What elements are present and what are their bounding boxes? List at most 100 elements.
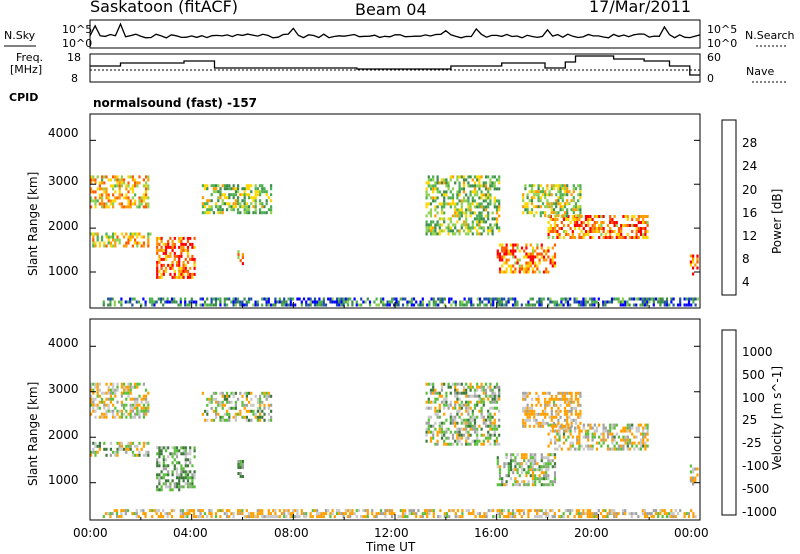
power-cell-9 [548,205,551,209]
vel-cell-7 [518,462,521,466]
power-cell-7 [529,264,532,268]
power-cell-5 [151,303,154,307]
vel-cell-8 [558,432,561,436]
vel-cell-8 [587,429,590,433]
power-cell-3 [234,187,237,191]
vel-cell-3 [259,415,262,419]
vel-cell-3 [245,397,248,401]
vel-cell-6 [460,418,463,422]
vel-cell-5 [338,512,341,516]
vel-cell-8 [554,447,557,451]
vel-cell-6 [473,430,477,434]
power-cell-8 [582,221,585,224]
power-cell-3 [217,190,220,194]
vel-cell-5 [520,515,523,519]
power-cell-5 [582,297,585,301]
power-cell-6 [478,211,481,215]
vel-cell-5 [558,515,561,519]
vel-cell-6 [491,391,494,395]
power-cell-0 [116,196,119,200]
vel-cell-5 [153,509,156,513]
vel-cell-2 [169,485,172,489]
power-cell-3 [226,202,229,206]
vel-cell-5 [311,509,314,513]
power-cell-5 [668,303,671,307]
power-cell-6 [443,190,446,194]
power-cell-1 [123,235,126,239]
vel-cell-2 [169,452,172,456]
power-cell-9 [526,193,529,197]
vel-cell-0 [136,403,139,407]
power-cell-2 [156,272,159,276]
power-cell-2 [180,242,183,246]
power-cell-6 [482,226,485,230]
power-cell-8 [644,221,647,224]
vel-cell-6 [447,427,450,431]
vel-cell-5 [390,512,394,516]
vel-cell-3 [215,406,218,410]
power-cell-3 [252,205,255,209]
power-cell-6 [462,181,466,185]
vel-cell-8 [558,435,561,439]
vel-cell-2 [189,449,192,453]
vel-cell-8 [622,435,625,439]
power-cell-7 [536,246,539,250]
vel-cell-8 [633,435,636,439]
vel-cell-5 [252,515,255,519]
vel-cell-8 [642,438,645,442]
power-cell-6 [449,196,452,200]
power-cell-1 [105,232,108,236]
vel-cell-8 [604,429,607,433]
vel-cell-6 [451,418,455,422]
power-cell-8 [556,218,559,221]
power-cell-0 [147,178,150,182]
vel-cell-8 [631,441,634,445]
vel-cell-5 [408,512,411,516]
power-cell-3 [237,184,240,188]
vel-cell-2 [193,470,196,474]
power-cell-7 [503,255,506,259]
power-cell-5 [302,297,306,301]
vel-cell-0 [142,409,145,413]
power-cell-9 [530,196,534,200]
vel-cell-8 [571,444,574,448]
vel-cell-6 [469,433,472,437]
power-cell-5 [179,297,182,301]
vel-cell-0 [94,385,97,389]
power-cell-6 [484,205,488,209]
vel-cell-0 [112,409,115,413]
vel-cell-5 [388,512,391,516]
vel-cell-0 [129,412,132,416]
power-cell-3 [270,205,273,209]
vel-cell-9 [533,412,536,416]
vel-cell-7 [518,465,521,469]
power-cell-7 [527,255,530,259]
power-cell-8 [562,230,566,233]
vel-cell-2 [158,452,161,456]
power-cell-2 [167,263,170,267]
vel-cell-1 [129,447,132,451]
vel-cell-7 [551,459,554,463]
vel-cell-8 [573,429,577,433]
vel-cell-8 [642,432,645,436]
power-cell-8 [584,230,588,233]
vel-cell-6 [467,442,470,446]
vel-cell-7 [542,465,546,469]
power-cell-5 [415,300,418,304]
power-cell-2 [160,275,163,279]
vel-cell-6 [465,442,468,446]
vel-cell-6 [493,427,496,431]
power-cell-5 [395,297,398,301]
vel-cell-6 [465,436,468,440]
vel-cell-9 [568,391,571,395]
power-cell-6 [469,175,472,179]
vel-cell-8 [595,441,599,445]
vel-cbar-500: 500 [742,368,765,382]
vel-cell-6 [487,397,490,401]
vel-cell-7 [536,462,539,466]
power-cell-5 [514,303,517,307]
power-cell-0 [116,178,119,182]
power-cell-6 [432,187,435,191]
power-cell-3 [217,211,220,215]
power-cell-2 [178,236,181,240]
